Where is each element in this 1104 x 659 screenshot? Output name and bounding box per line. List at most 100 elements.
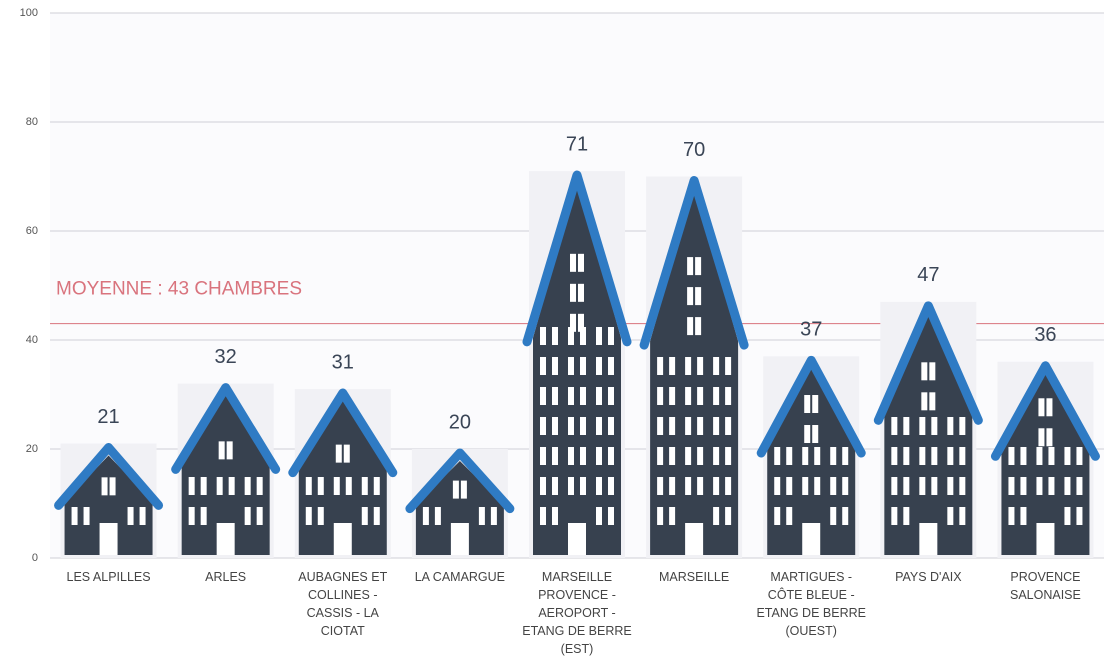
window — [552, 417, 558, 435]
window — [1076, 507, 1083, 525]
house-roof — [54, 443, 164, 510]
y-tick-label: 60 — [26, 225, 38, 237]
window — [1020, 477, 1027, 495]
window — [931, 447, 938, 465]
window — [568, 387, 574, 405]
window — [1064, 477, 1071, 495]
window — [657, 417, 664, 435]
window — [804, 425, 811, 444]
window — [317, 477, 324, 495]
window — [959, 477, 966, 495]
window — [244, 477, 251, 495]
x-tick-label: MARSEILLE — [659, 570, 730, 584]
window — [697, 417, 704, 435]
window — [725, 417, 732, 435]
window — [903, 417, 910, 435]
door — [685, 523, 704, 555]
window — [669, 507, 676, 525]
window — [1048, 477, 1055, 495]
window — [333, 477, 340, 495]
window — [713, 417, 720, 435]
window — [814, 477, 821, 495]
x-tick-label: PAYS D'AIX — [895, 570, 962, 584]
window — [580, 357, 586, 375]
window — [891, 447, 898, 465]
value-label: 32 — [215, 346, 237, 368]
window — [830, 447, 837, 465]
window — [786, 447, 793, 465]
window — [697, 357, 704, 375]
window — [947, 477, 954, 495]
window — [596, 387, 602, 405]
window — [578, 313, 584, 332]
window — [608, 327, 614, 345]
house — [639, 176, 749, 558]
window — [478, 507, 485, 525]
window — [903, 447, 910, 465]
window — [580, 327, 586, 345]
door — [450, 523, 469, 555]
value-label: 71 — [566, 133, 588, 155]
window — [200, 507, 207, 525]
house-roof — [288, 388, 398, 478]
x-tick-label: LES ALPILLES — [66, 570, 151, 584]
window — [1038, 428, 1045, 447]
value-label: 31 — [332, 351, 354, 373]
window — [83, 507, 90, 525]
window — [552, 447, 558, 465]
window — [608, 447, 614, 465]
window — [891, 507, 898, 525]
house — [171, 383, 281, 558]
window — [1008, 447, 1015, 465]
window — [774, 477, 781, 495]
window — [919, 447, 926, 465]
window — [947, 507, 954, 525]
value-label: 47 — [917, 264, 939, 286]
window — [101, 477, 108, 496]
house — [756, 355, 866, 558]
window — [812, 425, 819, 444]
x-tick-label: ARLES — [205, 570, 247, 584]
window — [669, 417, 676, 435]
window — [540, 447, 546, 465]
window — [959, 447, 966, 465]
window — [596, 417, 602, 435]
window — [1048, 447, 1055, 465]
window — [552, 477, 558, 495]
window — [552, 387, 558, 405]
window — [256, 507, 263, 525]
window — [695, 257, 702, 276]
window — [1008, 477, 1015, 495]
door — [568, 523, 586, 555]
window — [317, 507, 324, 525]
window — [580, 417, 586, 435]
window — [540, 507, 546, 525]
window — [657, 447, 664, 465]
window — [657, 477, 664, 495]
window — [568, 447, 574, 465]
window — [608, 417, 614, 435]
door — [216, 523, 235, 555]
window — [361, 477, 368, 495]
window — [814, 447, 821, 465]
window — [216, 477, 223, 495]
window — [921, 392, 928, 411]
door — [99, 523, 118, 555]
window — [570, 253, 576, 272]
house — [522, 170, 632, 559]
window — [903, 477, 910, 495]
x-tick-label: MARSEILLE PROVENCE - AEROPORT - ETANG DE… — [522, 570, 632, 656]
door — [333, 523, 352, 555]
window — [695, 317, 702, 336]
window — [687, 257, 694, 276]
window — [830, 477, 837, 495]
window — [891, 477, 898, 495]
window — [685, 417, 692, 435]
window — [345, 477, 352, 495]
window — [774, 507, 781, 525]
window — [1064, 447, 1071, 465]
average-label: MOYENNE : 43 CHAMBRES — [56, 279, 302, 300]
window — [725, 507, 732, 525]
window — [188, 477, 195, 495]
house — [873, 301, 983, 558]
